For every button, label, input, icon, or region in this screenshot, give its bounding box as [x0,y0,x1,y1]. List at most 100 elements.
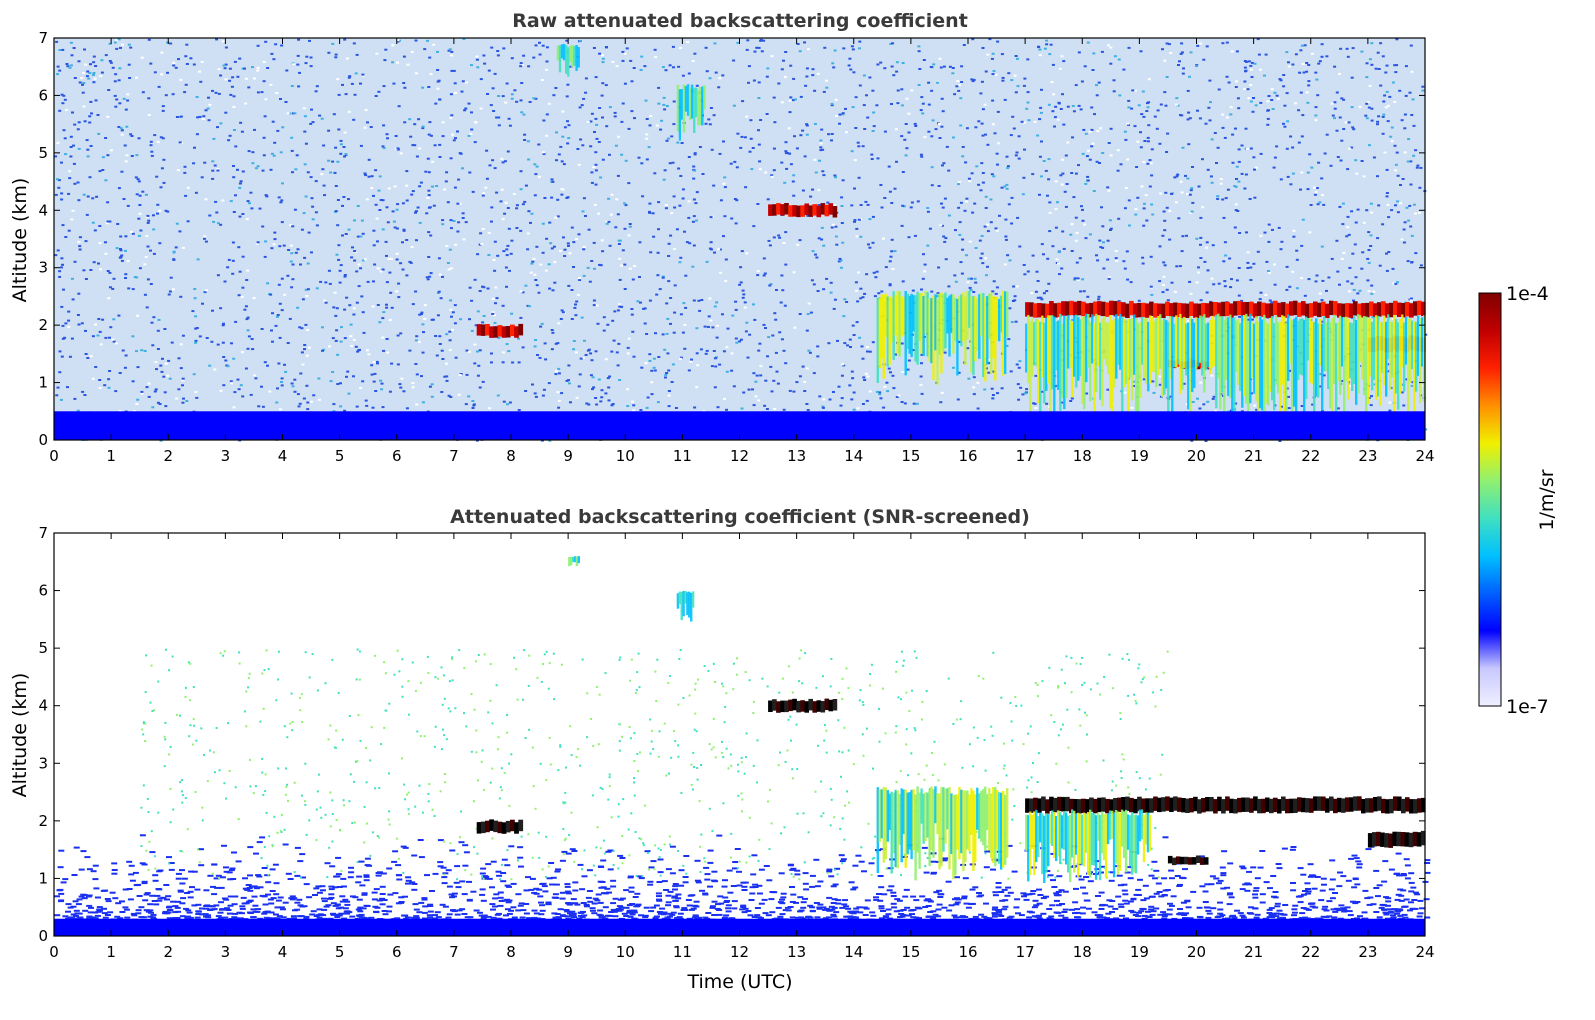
top-noise-speck [395,290,399,293]
top-noise-speck [196,258,200,261]
top-noise-speck [545,46,549,49]
top-noise-speck [387,187,391,190]
top-feature-precipitation [1105,322,1108,366]
top-feature-precipitation [972,296,975,376]
top-noise-speck [527,210,531,213]
top-noise-speck [900,135,904,138]
top-noise-speck [405,184,409,187]
top-noise-speck [996,110,1000,113]
top-noise-speck [713,386,717,389]
top-noise-speck [1378,264,1382,267]
top-noise-speck [264,40,268,43]
top-noise-speck [1066,141,1070,144]
top-noise-speck [427,231,431,234]
bottom-noise-speck [523,912,530,915]
top-noise-speck [155,175,159,178]
top-noise-speck [686,41,690,43]
top-noise-speck [872,125,876,128]
top-noise-speck [285,69,289,72]
top-noise-speck [156,140,160,143]
top-noise-speck [1340,139,1344,142]
top-noise-speck [98,242,102,245]
top-feature-precipitation [904,291,907,376]
top-noise-speck [460,90,464,93]
top-noise-speck [861,357,865,360]
top-noise-speck [109,149,113,152]
top-feature-precipitation [928,298,931,362]
top-noise-speck [937,185,941,187]
top-noise-speck [1181,72,1185,75]
top-noise-speck [414,339,418,342]
top-feature-cloud_layer [493,326,499,338]
top-noise-speck [272,154,276,157]
top-noise-speck [68,66,72,69]
top-noise-speck [739,281,743,284]
bottom-noise-speck [672,885,679,888]
top-noise-speck [1244,127,1248,130]
top-noise-speck [149,144,153,147]
top-noise-speck [868,246,872,249]
top-noise-speck [181,334,185,337]
top-noise-speck [1054,180,1058,183]
top-noise-speck [73,260,77,263]
top-noise-speck [801,365,805,368]
top-noise-speck [104,252,108,255]
top-noise-speck [250,207,254,210]
top-noise-speck [791,99,795,102]
top-noise-speck [661,276,665,279]
top-noise-speck [365,404,369,407]
top-noise-speck [158,242,162,245]
top-feature-precipitation [1039,321,1042,419]
top-noise-speck [160,73,164,76]
top-feature-virga [680,89,684,120]
top-noise-speck [632,355,636,358]
top-noise-speck [1127,99,1131,102]
top-noise-speck [488,164,492,167]
top-noise-speck [782,408,786,411]
top-noise-speck [260,328,264,330]
top-noise-speck [770,175,774,178]
top-noise-speck [120,129,124,132]
top-noise-speck [266,364,269,367]
top-noise-speck [667,242,671,245]
top-noise-speck [1150,293,1154,296]
top-noise-speck [1278,440,1282,442]
top-noise-speck [980,252,984,255]
top-feature-precipitation [996,296,999,341]
top-feature-cloud_layer [1273,300,1278,316]
top-noise-speck [1099,246,1103,249]
top-noise-speck [1163,219,1167,222]
top-noise-speck [1060,183,1064,186]
top-noise-speck [743,136,747,139]
top-noise-speck [227,139,231,142]
top-noise-speck [584,77,588,80]
top-feature-precipitation [1167,321,1170,415]
top-noise-speck [1410,114,1414,116]
top-noise-speck [1088,130,1092,133]
top-noise-speck [1240,172,1244,175]
top-noise-speck [146,221,150,224]
top-noise-speck [875,390,879,393]
top-noise-speck [543,197,547,199]
top-noise-speck [661,275,665,278]
top-noise-speck [561,135,565,138]
top-noise-speck [752,225,756,228]
top-feature-precipitation [876,297,879,383]
top-noise-speck [996,163,999,166]
top-noise-speck [858,47,861,50]
top-noise-speck [495,297,499,300]
top-feature-precipitation [1293,318,1296,407]
top-noise-speck [1268,271,1271,274]
top-noise-speck [78,236,82,239]
top-noise-speck [1238,315,1242,318]
top-noise-speck [833,49,837,52]
top-noise-speck [92,261,96,264]
top-noise-speck [104,241,107,244]
top-noise-speck [510,57,514,60]
top-noise-speck [493,321,497,324]
bottom-noise-speck [1105,912,1112,915]
top-noise-speck [314,211,318,214]
top-noise-speck [300,327,304,330]
top-noise-speck [805,124,809,127]
bottom-noise-speck [365,917,372,920]
